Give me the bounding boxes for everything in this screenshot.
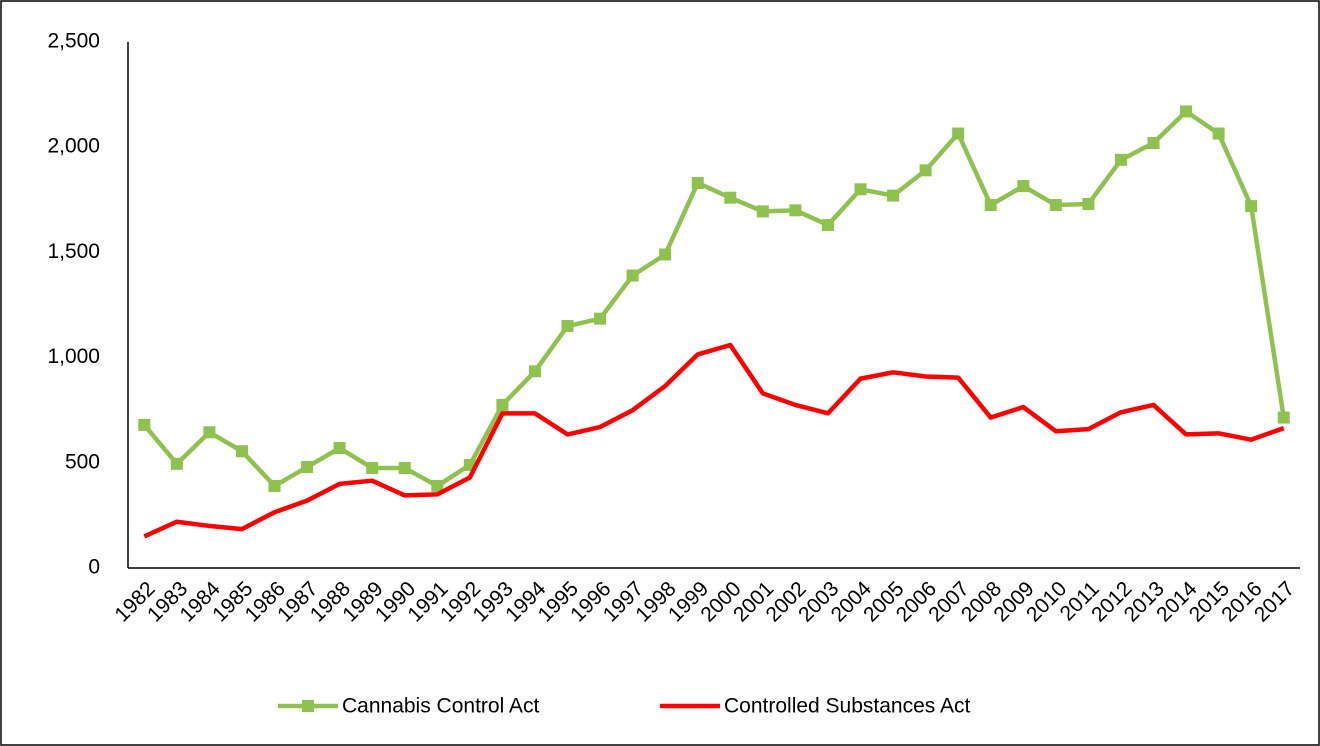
point-marker [756,205,769,218]
y-tick-label: 0 [88,556,100,579]
point-marker [235,445,248,458]
point-marker [789,204,802,217]
point-marker [1114,153,1127,166]
point-marker [1049,199,1062,212]
point-marker [496,398,509,411]
point-marker [919,164,932,177]
y-tick-label: 1,000 [47,345,100,368]
point-marker [333,442,346,455]
point-marker [1180,105,1193,118]
point-marker [561,320,574,333]
point-marker [626,269,639,282]
y-tick-label: 2,500 [47,30,100,53]
y-tick-label: 1,500 [47,240,100,263]
point-marker [1017,180,1030,193]
point-marker [1212,127,1225,140]
point-marker [1277,411,1290,424]
point-marker [301,461,314,474]
legend-label: Controlled Substances Act [724,695,970,718]
y-tick-label: 500 [65,450,100,473]
point-marker [268,479,281,492]
point-marker [138,418,151,431]
point-marker [691,176,704,189]
point-marker [203,426,216,439]
point-marker [170,457,183,470]
point-marker [398,462,411,475]
point-marker [1147,136,1160,149]
series-line [143,342,1285,539]
y-tick-label: 2,000 [47,135,100,158]
legend-label: Cannabis Control Act [342,695,539,718]
legend-marker [302,700,314,712]
point-marker [594,312,607,325]
point-marker [952,127,965,140]
point-marker [724,191,737,204]
point-marker [431,479,444,492]
point-marker [528,365,541,378]
point-marker [366,462,379,475]
point-marker [984,199,997,212]
point-marker [1245,200,1258,213]
point-marker [854,183,867,196]
point-marker [659,248,672,261]
point-marker [1082,198,1095,211]
point-marker [821,219,834,232]
point-marker [887,189,900,202]
